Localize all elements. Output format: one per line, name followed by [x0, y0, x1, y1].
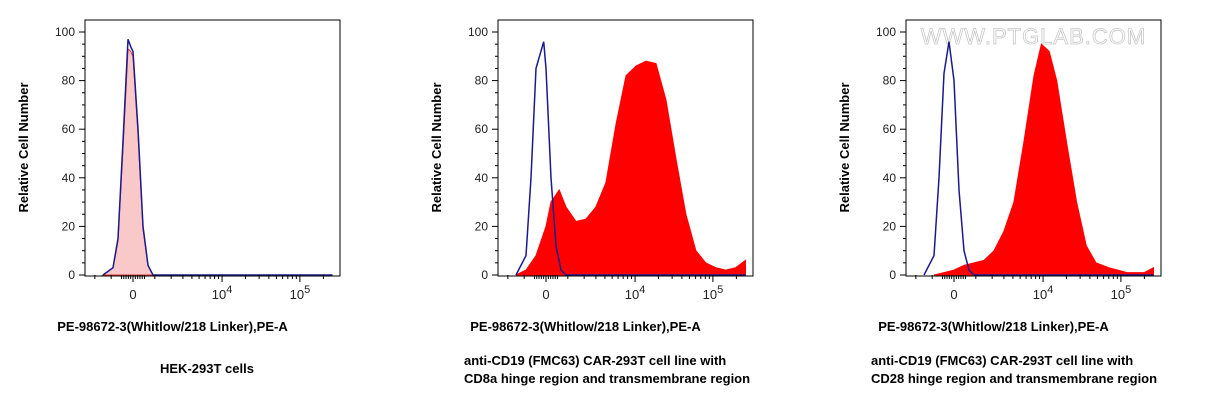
plot-frame — [84, 19, 341, 277]
tick-exponent: 4 — [226, 284, 232, 296]
tick-exponent: 4 — [639, 284, 645, 296]
y-tick-label: 0 — [889, 268, 896, 282]
y-tick-label: 100 — [55, 25, 75, 39]
plot-frame — [497, 19, 754, 277]
x-tick-label: 105 — [703, 284, 724, 302]
tick-exponent: 5 — [1125, 284, 1131, 296]
y-tick-label: 100 — [876, 25, 896, 39]
caption-panel-1: HEK-293T cells — [160, 361, 254, 376]
y-tick-label: 0 — [481, 268, 488, 282]
sample-histogram — [933, 43, 1155, 276]
y-tick-label: 40 — [883, 171, 897, 185]
y-axis-label: Relative Cell Number — [16, 82, 31, 212]
plot-frame — [905, 19, 1162, 277]
x-axis-label: PE-98672-3(Whitlow/218 Linker),PE-A — [470, 319, 701, 334]
y-axis-label: Relative Cell Number — [429, 82, 444, 212]
y-tick-label: 20 — [475, 219, 489, 233]
caption-panel-3: anti-CD19 (FMC63) CAR-293T cell line wit… — [871, 353, 1158, 386]
x-tick-label: 105 — [290, 284, 311, 302]
watermark: WWW.PTGLAB.COM — [921, 24, 1146, 49]
sample-histogram — [101, 47, 333, 276]
control-histogram-line — [515, 41, 746, 276]
y-tick-label: 80 — [62, 74, 76, 88]
tick-base: 10 — [703, 287, 717, 302]
y-tick-label: 60 — [475, 122, 489, 136]
x-axis-label: PE-98672-3(Whitlow/218 Linker),PE-A — [57, 319, 288, 334]
tick-base: 10 — [290, 287, 304, 302]
y-tick-label: 40 — [62, 171, 76, 185]
x-tick-label: 104 — [625, 284, 646, 302]
tick-base: 10 — [212, 287, 226, 302]
y-tick-label: 60 — [883, 122, 897, 136]
y-tick-label: 80 — [475, 74, 489, 88]
x-tick-label: 105 — [1111, 284, 1132, 302]
y-tick-label: 0 — [68, 268, 75, 282]
sample-histogram — [515, 60, 747, 276]
x-tick-label: 0 — [950, 287, 957, 302]
control-histogram-line — [923, 41, 1154, 276]
tick-exponent: 4 — [1047, 284, 1053, 296]
x-tick-label: 104 — [212, 284, 233, 302]
caption-panel-2: anti-CD19 (FMC63) CAR-293T cell line wit… — [464, 353, 751, 386]
tick-exponent: 5 — [717, 284, 723, 296]
y-tick-label: 60 — [62, 122, 76, 136]
tick-base: 10 — [625, 287, 639, 302]
x-tick-label: 0 — [542, 287, 549, 302]
tick-exponent: 5 — [304, 284, 310, 296]
control-histogram-line — [102, 39, 333, 276]
y-tick-label: 40 — [475, 171, 489, 185]
y-tick-label: 20 — [883, 219, 897, 233]
y-tick-label: 20 — [62, 219, 76, 233]
y-tick-label: 100 — [468, 25, 488, 39]
tick-base: 10 — [1033, 287, 1047, 302]
x-axis-label: PE-98672-3(Whitlow/218 Linker),PE-A — [878, 319, 1109, 334]
x-tick-label: 0 — [129, 287, 136, 302]
x-tick-label: 104 — [1033, 284, 1054, 302]
y-axis-label: Relative Cell Number — [837, 82, 852, 212]
y-tick-label: 80 — [883, 74, 897, 88]
tick-base: 10 — [1111, 287, 1125, 302]
